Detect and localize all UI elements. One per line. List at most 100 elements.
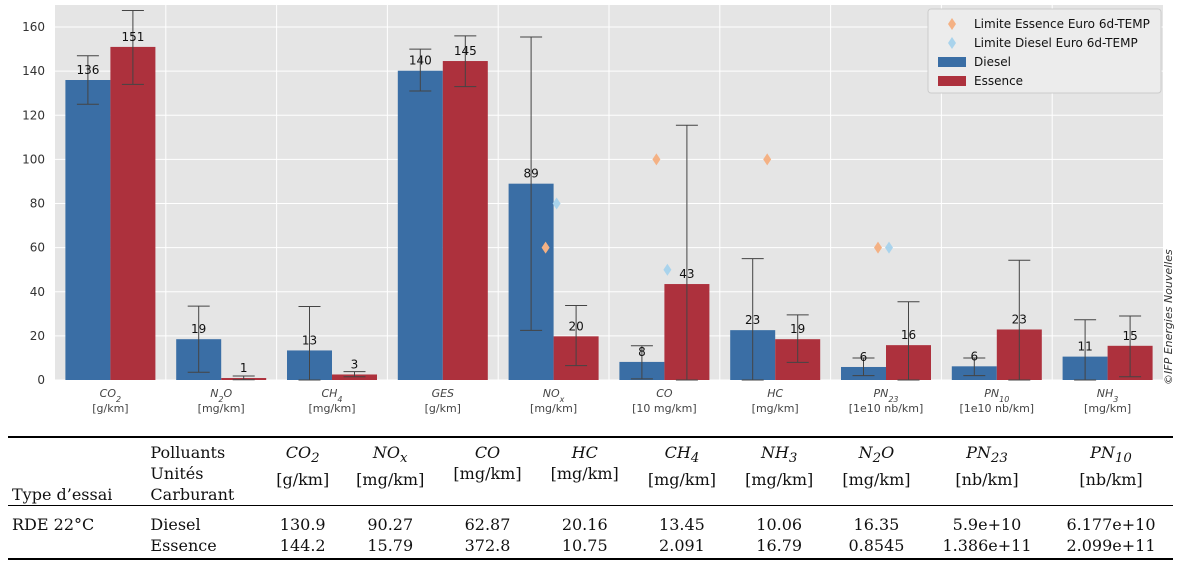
error-bar-essence-5: [675, 124, 698, 381]
legend-swatch: [938, 76, 966, 86]
table-cell: 62.87: [464, 515, 511, 534]
legend-entry: Limite Diesel Euro 6d-TEMP: [948, 36, 1138, 50]
table-cell: 16.35: [853, 515, 900, 534]
row-fuel: Essence: [150, 536, 217, 555]
y-tick-label: 60: [30, 241, 45, 255]
table-cell: 6.177e+10: [1066, 515, 1156, 534]
bar-diesel-3: [397, 70, 443, 380]
data-label-essence-7: 16: [901, 328, 916, 342]
svg-text:GES: GES: [432, 387, 454, 400]
table-cell: 20.16: [561, 515, 608, 534]
data-label-diesel-6: 23: [745, 313, 760, 327]
data-label-diesel-5: 8: [638, 345, 646, 359]
table-cell: 16.79: [756, 536, 803, 555]
limit-marker-diesel: [885, 241, 893, 254]
y-tick-label: 140: [22, 64, 45, 78]
error-bar-essence-3: [454, 35, 477, 88]
error-bar-essence-2: [343, 371, 366, 378]
x-tick-label: PN10[1e10 nb/km]: [960, 387, 1035, 415]
x-tick-label: GES [g/km]: [425, 387, 461, 415]
limit-marker-essence: [541, 241, 550, 254]
limit-marker-diesel: [663, 263, 672, 276]
table-cell: 2.091: [659, 536, 705, 555]
data-label-diesel-3: 140: [409, 54, 432, 68]
data-label-diesel-8: 6: [970, 349, 978, 363]
header-test-type: Type d’essai: [12, 485, 113, 504]
error-bar-diesel-5: [630, 345, 653, 380]
error-bar-essence-4: [565, 304, 588, 367]
error-bar-diesel-3: [409, 48, 432, 92]
copyright-credit: ©IFP Energies Nouvelles: [1162, 249, 1175, 385]
table-cell: 90.27: [367, 515, 414, 534]
data-label-essence-9: 15: [1122, 329, 1137, 343]
y-tick-label: 40: [30, 285, 45, 299]
legend-label: Diesel: [974, 55, 1011, 69]
error-bar-diesel-9: [1074, 319, 1097, 381]
data-label-diesel-2: 13: [302, 333, 317, 347]
gridlines: [55, 5, 1163, 381]
header-column-5: NH3 [mg/km]: [745, 443, 814, 490]
header-column-2: CO [mg/km]: [453, 443, 522, 483]
svg-text:[1e10 nb/km]: [1e10 nb/km]: [849, 402, 924, 415]
y-tick-label: 160: [22, 20, 45, 34]
data-label-diesel-9: 11: [1077, 340, 1092, 354]
y-tick-label: 100: [22, 152, 45, 166]
data-label-essence-1: 1: [240, 361, 248, 375]
data-label-essence-5: 43: [679, 267, 694, 281]
legend-entry: Essence: [938, 74, 1023, 88]
svg-text:[mg/km]: [mg/km]: [198, 402, 245, 415]
svg-text:[g/km]: [g/km]: [92, 402, 128, 415]
limit-marker-diesel: [552, 197, 561, 210]
table-cell: 10.75: [561, 536, 608, 555]
table-row: Essence 144.2 15.79 372.8 10.75 2.091 16.79 0.8…: [8, 535, 1173, 559]
x-tick-label: N2O[mg/km]: [198, 387, 245, 415]
header-column-1: NOx [mg/km]: [356, 443, 425, 490]
bar-essence-0: [110, 46, 156, 380]
error-bar-essence-1: [232, 375, 255, 381]
table-cell: 10.06: [756, 515, 803, 534]
svg-text:CH4: CH4: [321, 387, 342, 404]
header-column-8: PN10 [nb/km]: [1079, 443, 1143, 490]
limit-marker-essence: [652, 153, 661, 166]
y-tick-label: 20: [30, 329, 45, 343]
legend-marker: [948, 37, 956, 49]
table-cell: 13.45: [659, 515, 705, 534]
error-bar-diesel-7: [852, 357, 875, 377]
table-cell: 0.8545: [848, 536, 905, 555]
svg-text:PN23: PN23: [873, 387, 898, 404]
legend-label: Limite Diesel Euro 6d-TEMP: [974, 36, 1138, 50]
table-cell: 372.8: [464, 536, 511, 555]
error-bar-diesel-4: [520, 36, 543, 331]
error-bar-essence-6: [786, 314, 809, 363]
error-bar-diesel-0: [76, 55, 99, 105]
data-label-essence-2: 3: [351, 357, 359, 371]
data-label-diesel-7: 6: [860, 350, 868, 364]
y-tick-label: 80: [30, 197, 45, 211]
svg-text:[g/km]: [g/km]: [425, 402, 461, 415]
legend-label: Limite Essence Euro 6d-TEMP: [974, 17, 1150, 31]
header-column-7: PN23 [nb/km]: [955, 443, 1019, 490]
svg-text:[1e10 nb/km]: [1e10 nb/km]: [960, 402, 1035, 415]
x-tick-label: HC [mg/km]: [752, 387, 799, 415]
bar-diesel-0: [65, 80, 111, 380]
svg-text:CO: CO: [656, 387, 673, 400]
data-label-essence-4: 20: [568, 319, 583, 333]
table-cell: 2.099e+11: [1066, 536, 1156, 555]
x-tick-label: NOx[mg/km]: [530, 387, 577, 415]
header-column-4: CH4 [mg/km]: [647, 443, 717, 490]
legend-label: Essence: [974, 74, 1023, 88]
x-tick-label: PN23[1e10 nb/km]: [849, 387, 924, 415]
legend: Limite Essence Euro 6d-TEMP Limite Diesel…: [927, 8, 1162, 94]
svg-text:[mg/km]: [mg/km]: [1084, 402, 1131, 415]
legend-swatch: [938, 57, 966, 67]
legend-marker: [948, 18, 956, 30]
data-label-diesel-4: 89: [523, 167, 538, 181]
error-bar-essence-7: [897, 301, 920, 381]
svg-text:NOx: NOx: [543, 387, 565, 404]
svg-text:CO2: CO2: [100, 387, 121, 404]
legend-box: [927, 8, 1162, 94]
header-row-labels: Polluants Unités Carburant: [150, 443, 235, 504]
table-cell: 5.9e+10: [952, 515, 1022, 534]
error-bar-essence-8: [1008, 259, 1031, 381]
results-table-wrapper: Type d’essai Polluants Unités Carburant CO2[…: [8, 436, 1173, 560]
